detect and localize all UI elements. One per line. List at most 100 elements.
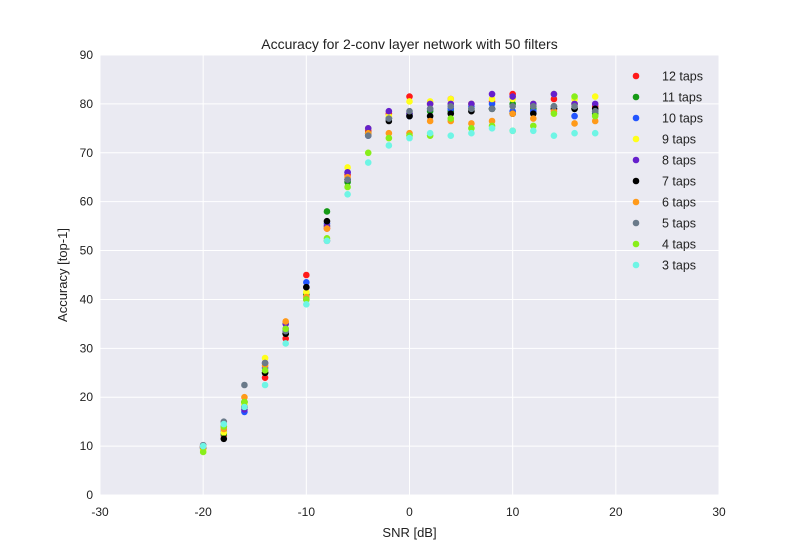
data-point xyxy=(468,125,475,132)
legend-marker xyxy=(632,114,640,122)
data-point xyxy=(426,105,434,113)
data-point xyxy=(468,100,475,108)
y-tick-label: 90 xyxy=(80,48,94,62)
data-point xyxy=(303,283,310,291)
data-point xyxy=(447,95,455,103)
y-tick-label: 0 xyxy=(86,488,93,502)
legend-marker xyxy=(632,219,640,227)
data-point xyxy=(447,103,455,110)
data-point xyxy=(344,164,351,171)
data-point xyxy=(530,127,537,135)
legend-label: 10 taps xyxy=(662,112,703,126)
data-point xyxy=(447,132,455,139)
data-point xyxy=(426,112,434,120)
y-tick-label: 10 xyxy=(80,439,94,453)
data-point xyxy=(509,127,516,135)
data-point xyxy=(364,149,372,157)
data-point xyxy=(530,110,537,117)
data-point xyxy=(282,335,290,342)
data-point xyxy=(344,183,351,191)
legend-label: 4 taps xyxy=(662,238,696,252)
data-point xyxy=(509,103,516,110)
data-point xyxy=(550,90,558,98)
data-point xyxy=(571,93,578,100)
data-point xyxy=(468,120,475,127)
legend-label: 5 taps xyxy=(662,217,696,231)
series-9 xyxy=(199,125,599,450)
x-tick-label: 10 xyxy=(506,505,520,519)
data-point xyxy=(406,93,413,100)
legend-marker xyxy=(632,261,640,269)
data-point xyxy=(530,122,537,130)
data-point xyxy=(406,134,413,142)
data-point xyxy=(344,191,351,198)
y-tick-labels: 0 10 20 30 40 50 60 70 80 90 xyxy=(80,48,94,502)
x-tick-label: -20 xyxy=(194,505,212,519)
data-point xyxy=(447,115,455,122)
y-tick-label: 50 xyxy=(80,244,94,258)
legend-label: 9 taps xyxy=(662,133,696,147)
data-point xyxy=(488,105,496,113)
data-point xyxy=(550,103,558,110)
data-point xyxy=(385,142,393,149)
data-point xyxy=(591,93,599,100)
y-tick-label: 20 xyxy=(80,390,94,404)
legend-marker xyxy=(632,135,640,143)
data-point xyxy=(488,90,496,98)
data-point xyxy=(323,217,331,225)
data-point xyxy=(571,120,578,127)
data-point xyxy=(303,296,310,303)
data-point xyxy=(571,112,578,120)
data-point xyxy=(220,420,228,428)
data-point xyxy=(282,318,290,325)
data-point xyxy=(220,435,228,443)
data-point xyxy=(571,103,578,110)
legend-label: 7 taps xyxy=(662,175,696,189)
data-points xyxy=(199,90,599,456)
data-point xyxy=(468,105,475,113)
y-tick-label: 70 xyxy=(80,146,94,160)
x-tick-label: 20 xyxy=(609,505,623,519)
legend-marker xyxy=(632,177,640,185)
data-point xyxy=(261,381,269,389)
data-point xyxy=(509,110,516,117)
data-point xyxy=(530,103,537,110)
data-point xyxy=(426,117,434,125)
data-point xyxy=(488,117,496,125)
legend-marker xyxy=(632,72,640,80)
data-point xyxy=(261,359,269,367)
legend-marker xyxy=(632,198,640,206)
legend-label: 12 taps xyxy=(662,70,703,84)
data-point xyxy=(488,95,496,103)
data-point xyxy=(426,129,434,137)
x-axis-label: SNR [dB] xyxy=(382,525,436,540)
data-point xyxy=(509,93,516,100)
data-point xyxy=(261,374,269,381)
legend-label: 3 taps xyxy=(662,259,696,273)
data-point xyxy=(468,129,475,137)
data-point xyxy=(406,98,413,105)
data-point xyxy=(591,107,599,115)
data-point xyxy=(591,112,599,120)
data-point xyxy=(591,129,599,137)
data-point xyxy=(344,176,351,183)
x-tick-label: 30 xyxy=(712,505,726,519)
data-point xyxy=(364,159,372,166)
data-point xyxy=(447,110,455,117)
legend-label: 8 taps xyxy=(662,154,696,168)
y-tick-label: 60 xyxy=(80,195,94,209)
y-tick-label: 40 xyxy=(80,292,94,306)
x-tick-label: -30 xyxy=(91,505,109,519)
legend-marker xyxy=(632,156,640,164)
data-point xyxy=(241,381,248,389)
data-point xyxy=(303,288,310,296)
data-point xyxy=(550,132,558,139)
data-point xyxy=(591,117,599,125)
y-tick-label: 30 xyxy=(80,341,94,355)
data-point xyxy=(364,125,372,132)
data-point xyxy=(282,325,290,333)
x-tick-labels: -30 -20 -10 0 10 20 30 xyxy=(91,505,726,519)
data-point xyxy=(199,448,207,456)
data-point xyxy=(488,100,496,108)
x-tick-label: 0 xyxy=(406,505,413,519)
